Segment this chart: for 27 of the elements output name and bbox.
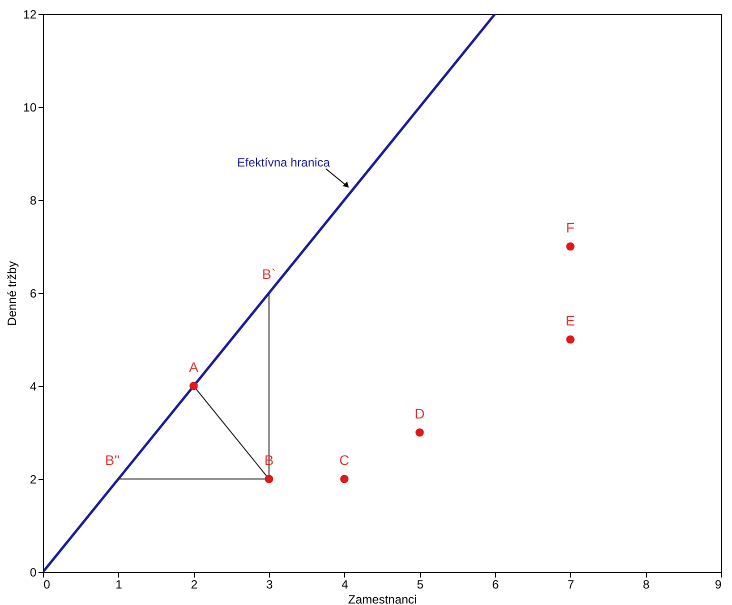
annotation: F <box>566 220 575 236</box>
x-tick-label: 2 <box>190 578 198 592</box>
x-tick-label: 7 <box>567 578 574 592</box>
y-tick-label: 4 <box>30 380 37 394</box>
annotation: C <box>339 452 350 468</box>
x-tick-label: 5 <box>416 578 424 592</box>
y-tick-label: 6 <box>30 286 37 300</box>
y-tick-label: 0 <box>30 566 37 580</box>
y-tick-label: 12 <box>23 8 37 22</box>
annotation: A <box>188 359 199 375</box>
y-axis-title: Denné tržby <box>5 261 20 326</box>
x-tick-label: 0 <box>44 578 50 592</box>
annotation: B` <box>262 266 276 282</box>
annotation: E <box>566 312 576 328</box>
annotation: Efektívna hranica <box>237 156 330 170</box>
x-axis-title: Zamestnanci <box>348 592 417 605</box>
y-tick-label: 10 <box>23 100 37 114</box>
x-tick-label: 1 <box>115 578 122 592</box>
x-tick-label: 6 <box>492 578 500 592</box>
annotation: D <box>414 406 425 422</box>
y-tick-label: 8 <box>30 194 37 208</box>
x-tick-label: 4 <box>341 578 348 592</box>
x-tick-label: 9 <box>714 578 722 592</box>
annotation: B'' <box>104 452 120 468</box>
y-tick-label: 2 <box>30 472 37 486</box>
x-tick-label: 3 <box>266 578 274 592</box>
x-tick-label: 8 <box>642 578 650 592</box>
